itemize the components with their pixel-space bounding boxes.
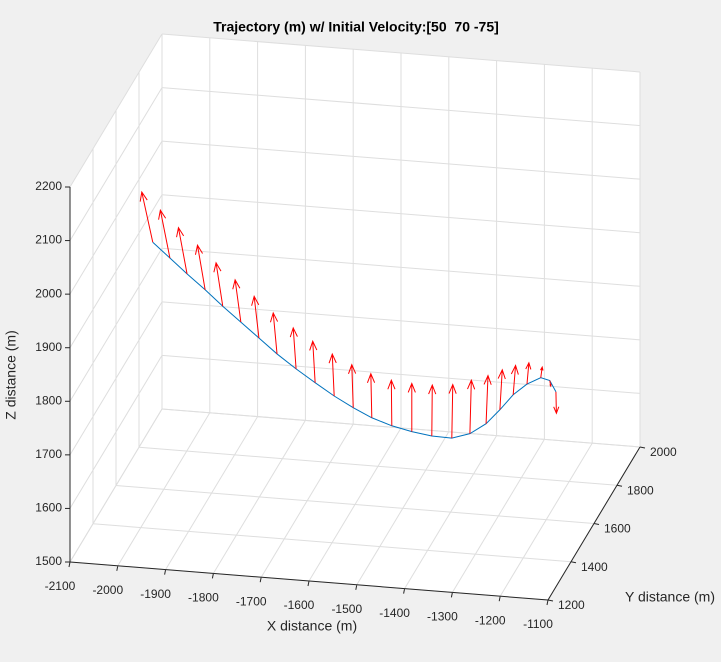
grid-line — [161, 247, 641, 287]
z-tick-label: 2100 — [35, 233, 62, 247]
y-tick-label: 1400 — [581, 560, 608, 574]
grid-line — [92, 523, 572, 563]
velocity-arrow — [232, 278, 242, 323]
x-tick-label: -1100 — [523, 617, 553, 631]
velocity-arrow — [510, 364, 519, 395]
x-axis — [69, 561, 549, 601]
x-tick-label: -1600 — [284, 598, 315, 612]
y-axis-label: Y distance (m) — [625, 589, 715, 605]
x-tick-label: -1700 — [236, 594, 267, 608]
velocity-arrow — [176, 226, 188, 274]
grid-line — [69, 194, 163, 348]
grid-line — [69, 355, 163, 509]
grid-line — [161, 194, 641, 234]
tick-mark — [498, 596, 501, 602]
grid-line — [161, 140, 641, 180]
velocity-arrow — [525, 361, 532, 385]
y-tick-label: 1600 — [604, 522, 631, 536]
x-tick-label: -1800 — [188, 591, 219, 605]
tick-mark — [639, 446, 646, 449]
velocity-arrow — [387, 378, 396, 426]
grid-line — [69, 33, 163, 188]
grid-line — [69, 408, 163, 563]
tick-mark — [164, 569, 167, 575]
tick-mark — [403, 588, 406, 594]
grid-line — [115, 485, 595, 524]
grid-line — [138, 446, 618, 486]
velocity-arrow — [289, 326, 298, 369]
x-tick-label: -1500 — [331, 602, 362, 616]
z-tick-label: 1500 — [35, 554, 62, 568]
grid-line — [161, 301, 641, 341]
velocity-arrow — [549, 380, 552, 388]
velocity-arrow — [407, 382, 416, 432]
y-tick-label: 1200 — [558, 598, 585, 612]
tick-mark — [547, 599, 554, 602]
x-tick-label: -1400 — [379, 606, 410, 620]
tick-mark — [211, 573, 214, 579]
y-tick-label: 1800 — [627, 483, 654, 497]
grid-line — [69, 248, 163, 402]
x-tick-label: -1300 — [427, 610, 458, 624]
velocity-arrow — [448, 383, 457, 439]
tick-mark — [355, 584, 358, 590]
velocity-arrow — [139, 190, 154, 243]
velocity-arrow — [540, 365, 544, 378]
chart-title: Trajectory (m) w/ Initial Velocity:[50 7… — [213, 19, 499, 35]
z-tick-label: 2000 — [35, 286, 62, 300]
tick-mark — [116, 565, 119, 571]
x-tick-label: -2000 — [92, 583, 123, 597]
tick-mark — [259, 577, 262, 583]
velocity-arrow — [309, 339, 318, 383]
velocity-arrow — [158, 208, 171, 259]
velocity-arrow — [213, 261, 224, 307]
z-tick-label: 1700 — [35, 447, 62, 461]
velocity-arrow — [366, 372, 376, 418]
tick-mark — [593, 523, 600, 525]
velocity-arrow — [251, 295, 260, 339]
grid-line — [161, 87, 641, 127]
grid-line — [69, 140, 163, 295]
velocity-arrow — [269, 311, 279, 354]
velocity-arrow — [194, 243, 206, 290]
velocity-arrow — [328, 352, 337, 397]
x-axis-label: X distance (m) — [267, 618, 357, 634]
tick-mark — [68, 561, 71, 568]
z-tick-label: 1600 — [35, 501, 62, 515]
grid-line — [161, 354, 641, 394]
z-tick-label: 2200 — [35, 179, 62, 193]
velocity-arrow — [497, 368, 506, 410]
x-tick-label: -1200 — [475, 613, 506, 627]
velocity-arrow — [483, 374, 492, 424]
z-tick-label: 1800 — [35, 393, 62, 407]
velocity-arrow — [467, 378, 476, 434]
z-tick-label: 1900 — [35, 340, 62, 354]
y-tick-label: 2000 — [650, 445, 677, 459]
x-tick-label: -1900 — [140, 587, 171, 601]
velocity-arrow — [428, 383, 437, 436]
tick-mark — [570, 561, 577, 564]
grid-line — [69, 301, 163, 456]
velocity-arrow — [348, 363, 357, 408]
grid-line — [161, 33, 641, 73]
tick-mark — [616, 484, 623, 487]
z-axis-label: Z distance (m) — [3, 330, 19, 419]
grid-line — [69, 87, 163, 241]
tick-mark — [307, 580, 310, 587]
y-axis — [547, 446, 641, 601]
x-tick-label: -2100 — [45, 579, 76, 593]
velocity-arrow — [553, 391, 560, 415]
tick-mark — [450, 592, 453, 598]
tick-mark — [546, 599, 549, 606]
